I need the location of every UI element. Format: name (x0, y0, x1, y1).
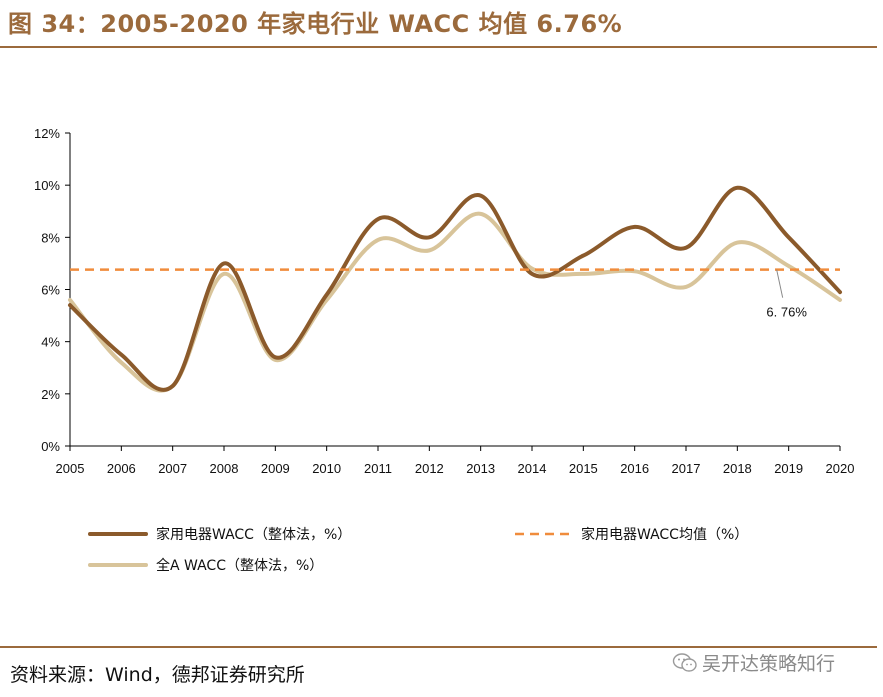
wacc-line-chart: 0% 2% 4% 6% 8% 10% 12% 2005 2006 2007 2008 2009 2010… (34, 126, 855, 574)
legend-appliance-wacc-label: 家用电器WACC（整体法，%） (156, 526, 351, 543)
x-tick-label: 2005 (56, 461, 85, 476)
x-tick-label: 2018 (723, 461, 752, 476)
y-tick-label: 6% (41, 283, 60, 298)
x-tick-label: 2016 (620, 461, 649, 476)
x-tick-label: 2017 (672, 461, 701, 476)
x-tick-label: 2006 (107, 461, 136, 476)
legend-alla-wacc-label: 全A WACC（整体法，%） (156, 557, 323, 574)
watermark-text: 吴开达策略知行 (702, 653, 836, 675)
source-note: 资料来源：Wind，德邦证券研究所 (10, 664, 305, 686)
x-tick-label: 2013 (466, 461, 495, 476)
page-title: 图 34：2005-2020 年家电行业 WACC 均值 6.76% (8, 10, 623, 38)
x-tick-label: 2010 (312, 461, 341, 476)
legend-appliance-mean-label: 家用电器WACC均值（%） (581, 526, 748, 543)
annotation-leader-line (776, 269, 784, 298)
x-tick-label: 2009 (261, 461, 290, 476)
series-appliance-wacc-line (68, 185, 842, 392)
x-tick-label: 2012 (415, 461, 444, 476)
annotation-label: 6. 76% (766, 305, 807, 320)
watermark: 吴开达策略知行 (672, 649, 835, 676)
x-tick-label: 2007 (158, 461, 187, 476)
wechat-icon (672, 652, 697, 672)
footer-divider (0, 646, 877, 648)
x-tick-label: 2008 (210, 461, 239, 476)
x-tick-label: 2020 (826, 461, 855, 476)
y-tick-label: 10% (34, 178, 60, 193)
y-tick-label: 8% (41, 230, 60, 245)
y-tick-label: 0% (41, 439, 60, 454)
y-tick-label: 12% (34, 126, 60, 141)
y-tick-label: 2% (41, 387, 60, 402)
x-tick-label: 2015 (569, 461, 598, 476)
x-tick-label: 2011 (364, 461, 392, 476)
x-tick-label: 2014 (518, 461, 547, 476)
y-tick-label: 4% (41, 335, 60, 350)
title-divider (0, 46, 877, 48)
x-tick-label: 2019 (774, 461, 803, 476)
